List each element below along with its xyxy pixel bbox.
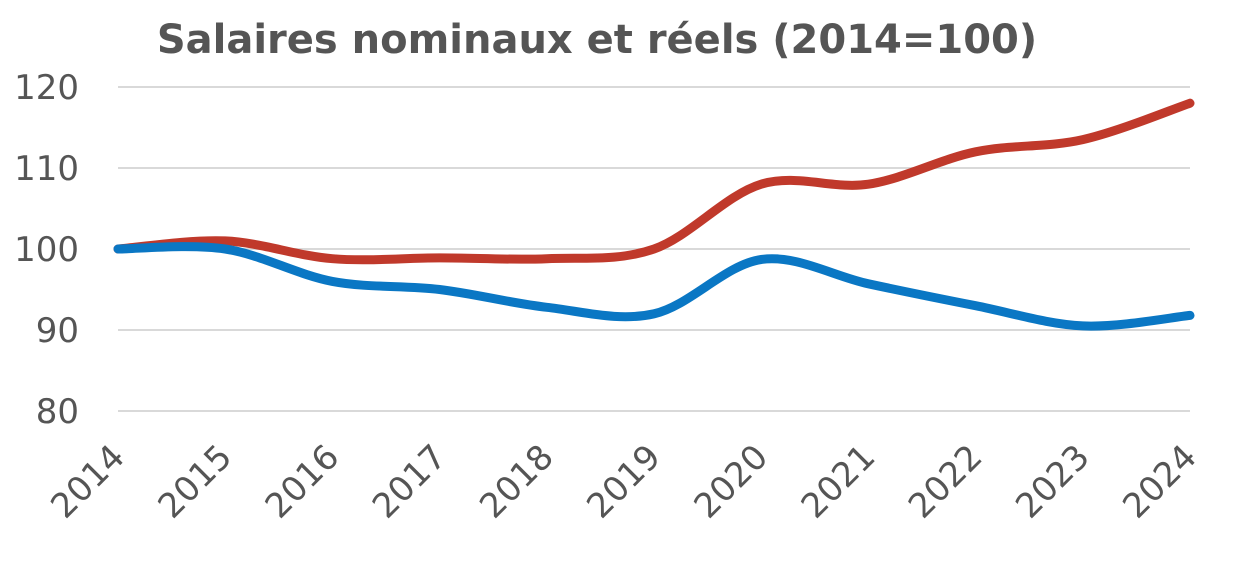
x-tick-label: 2022 <box>901 437 990 526</box>
y-tick-label: 100 <box>14 230 79 270</box>
x-tick-label: 2014 <box>43 437 132 526</box>
y-tick-label: 110 <box>14 149 79 189</box>
x-tick-label: 2020 <box>687 437 776 526</box>
x-tick-label: 2016 <box>258 437 347 526</box>
x-tick-label: 2018 <box>472 437 561 526</box>
x-tick-label: 2019 <box>579 437 668 526</box>
x-axis-ticks: 2014 2015 2016 2017 2018 2019 2020 2021 2022 2023… <box>43 437 1204 526</box>
series-line-1 <box>113 98 1195 265</box>
x-tick-label: 2023 <box>1008 437 1097 526</box>
x-tick-label: 2021 <box>794 437 883 526</box>
x-tick-label: 2024 <box>1115 437 1204 526</box>
y-axis-ticks: 120 110 100 90 80 <box>14 68 79 432</box>
y-tick-label: 120 <box>14 68 79 108</box>
y-tick-label: 80 <box>36 392 79 432</box>
x-tick-label: 2015 <box>151 437 240 526</box>
series-line-2 <box>113 242 1195 331</box>
series-lines <box>113 98 1195 331</box>
y-tick-label: 90 <box>36 311 79 351</box>
x-tick-label: 2017 <box>365 437 454 526</box>
chart-title: Salaires nominaux et réels (2014=100) <box>157 17 1037 63</box>
